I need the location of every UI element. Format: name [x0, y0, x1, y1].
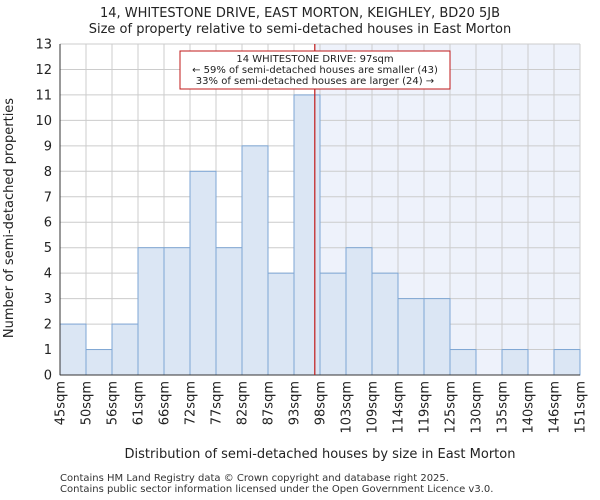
histogram-bar	[59, 323, 87, 376]
histogram-bar	[319, 272, 347, 376]
histogram-bar	[371, 272, 399, 376]
annotation-larger: 33% of semi-detached houses are larger (…	[196, 76, 434, 87]
x-tick-label: 87sqm	[262, 381, 277, 425]
x-tick-label: 77sqm	[210, 381, 225, 425]
histogram-bar	[553, 349, 581, 376]
x-tick-label: 114sqm	[392, 381, 407, 434]
footer-licence: Contains public sector information licen…	[60, 484, 494, 495]
histogram-bar	[397, 298, 425, 376]
chart-subtitle: Size of property relative to semi-detach…	[88, 22, 512, 37]
histogram-bar	[137, 247, 165, 376]
histogram-bar	[449, 349, 477, 376]
x-tick-label: 109sqm	[366, 381, 381, 434]
histogram-bar	[241, 145, 269, 376]
histogram-bar	[345, 247, 373, 376]
histogram-bar	[215, 247, 243, 376]
chart-title: 14, WHITESTONE DRIVE, EAST MORTON, KEIGH…	[99, 6, 500, 21]
y-axis-label: Number of semi-detached properties	[2, 98, 17, 338]
histogram-bar	[85, 349, 113, 376]
histogram-bar	[163, 247, 191, 376]
histogram-bar	[293, 94, 321, 376]
x-tick-label: 125sqm	[444, 381, 459, 434]
y-tick-label: 12	[35, 63, 52, 78]
footer-copyright: Contains HM Land Registry data © Crown c…	[60, 473, 449, 484]
x-axis-label: Distribution of semi-detached houses by …	[125, 447, 516, 462]
y-tick-label: 8	[44, 165, 52, 180]
histogram-bar	[423, 298, 451, 376]
x-tick-label: 50sqm	[80, 381, 95, 425]
histogram-bar	[189, 170, 217, 376]
x-tick-label: 146sqm	[548, 381, 563, 434]
annotation-title: 14 WHITESTONE DRIVE: 97sqm	[236, 54, 393, 65]
annotation-box	[179, 50, 451, 90]
y-tick-label: 2	[44, 318, 52, 333]
y-tick-label: 13	[35, 38, 52, 53]
x-tick-label: 135sqm	[496, 381, 511, 434]
histogram-bar	[501, 349, 529, 376]
y-tick-label: 6	[44, 216, 52, 231]
y-tick-label: 9	[44, 139, 52, 154]
annotation-smaller: ← 59% of semi-detached houses are smalle…	[192, 65, 438, 76]
histogram-bar	[111, 323, 139, 376]
x-tick-label: 66sqm	[158, 381, 173, 425]
x-tick-label: 72sqm	[184, 381, 199, 425]
x-tick-label: 103sqm	[340, 381, 355, 434]
x-tick-label: 56sqm	[106, 381, 121, 425]
x-tick-label: 130sqm	[470, 381, 485, 434]
x-tick-label: 140sqm	[522, 381, 537, 434]
y-tick-label: 3	[44, 292, 52, 307]
x-tick-label: 82sqm	[236, 381, 251, 425]
x-tick-label: 151sqm	[574, 381, 589, 434]
y-tick-label: 0	[44, 369, 52, 384]
x-tick-label: 119sqm	[418, 381, 433, 434]
x-tick-label: 93sqm	[288, 381, 303, 425]
y-tick-label: 5	[44, 241, 52, 256]
y-tick-label: 1	[44, 343, 52, 358]
y-tick-label: 7	[44, 190, 52, 205]
y-tick-label: 10	[35, 114, 52, 129]
y-tick-label: 4	[44, 267, 52, 282]
x-tick-label: 61sqm	[132, 381, 147, 425]
y-tick-label: 11	[35, 88, 52, 103]
x-tick-label: 98sqm	[314, 381, 329, 425]
histogram-bar	[267, 272, 295, 376]
x-tick-label: 45sqm	[54, 381, 69, 425]
